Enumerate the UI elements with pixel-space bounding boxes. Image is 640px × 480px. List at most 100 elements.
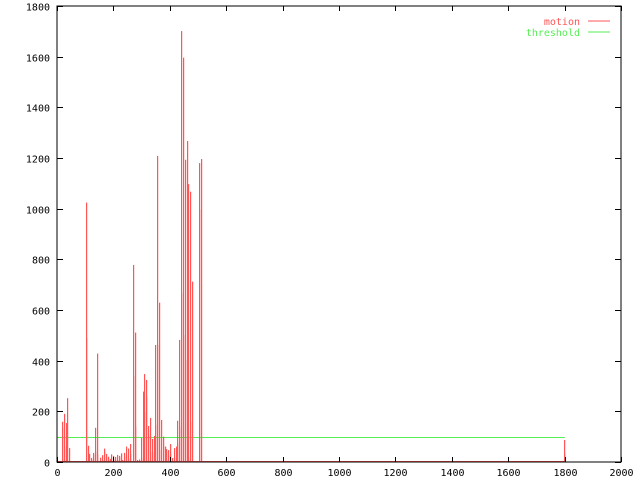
motion-impulse bbox=[192, 281, 194, 462]
legend-label-motion: motion bbox=[544, 17, 580, 28]
y-tick-label: 800 bbox=[32, 256, 50, 267]
motion-impulse bbox=[154, 435, 156, 462]
motion-impulse bbox=[64, 446, 66, 462]
x-tick-label: 600 bbox=[217, 468, 235, 479]
motion-impulse bbox=[91, 459, 93, 462]
motion-impulse bbox=[159, 450, 161, 462]
motion-impulse bbox=[177, 420, 179, 462]
plot-frame bbox=[56, 5, 622, 463]
motion-impulse bbox=[168, 450, 170, 462]
motion-impulse bbox=[157, 344, 159, 462]
motion-impulse bbox=[187, 141, 189, 462]
motion-impulse bbox=[172, 457, 174, 462]
y-tick-label: 600 bbox=[32, 307, 50, 318]
motion-impulse bbox=[67, 398, 69, 462]
y-tick-label: 1000 bbox=[26, 206, 50, 217]
motion-impulse bbox=[150, 417, 152, 462]
motion-impulse bbox=[170, 444, 172, 462]
motion-impulse bbox=[69, 448, 71, 462]
x-tick-label: 0 bbox=[54, 468, 60, 479]
y-tick-labels: 0 200 400 600 800 1000 1200 1400 1600 1800 bbox=[26, 3, 50, 470]
motion-impulse bbox=[166, 449, 168, 462]
x-tick-labels: 0 200 400 600 800 1000 1200 1400 1600 1800 2000 bbox=[54, 468, 633, 479]
motion-impulse bbox=[130, 444, 132, 462]
motion-impulse bbox=[185, 159, 187, 463]
motion-impulse bbox=[146, 397, 148, 462]
motion-impulse bbox=[188, 456, 190, 462]
x-tick-label: 1400 bbox=[440, 468, 464, 479]
motion-impulse bbox=[179, 339, 181, 462]
motion-impulse bbox=[86, 202, 88, 462]
motion-impulse bbox=[95, 427, 97, 462]
x-tick-label: 200 bbox=[104, 468, 122, 479]
y-tick-label: 1600 bbox=[26, 54, 50, 65]
y-tick-label: 400 bbox=[32, 358, 50, 369]
motion-impulse bbox=[102, 459, 104, 462]
motion-impulse bbox=[161, 419, 163, 462]
y-tick-label: 200 bbox=[32, 408, 50, 419]
motion-impulse bbox=[111, 454, 113, 462]
motion-impulse bbox=[159, 302, 161, 462]
motion-impulse bbox=[564, 453, 566, 462]
motion-impulse bbox=[150, 452, 152, 462]
motion-impulse bbox=[135, 426, 137, 462]
motion-impulse bbox=[190, 191, 192, 462]
motion-impulse bbox=[155, 344, 157, 462]
motion-impulse bbox=[183, 57, 185, 463]
axis-ticks bbox=[57, 6, 622, 463]
motion-impulse bbox=[88, 445, 90, 462]
motion-impulse bbox=[199, 209, 201, 462]
motion-impulse bbox=[124, 452, 126, 462]
motion-impulse bbox=[148, 426, 150, 462]
motion-impulse bbox=[119, 455, 121, 462]
motion-impulse bbox=[141, 437, 143, 462]
motion-impulse bbox=[172, 460, 174, 462]
plot-marks bbox=[57, 31, 566, 463]
motion-impulse bbox=[66, 422, 68, 462]
motion-impulse bbox=[152, 438, 154, 462]
motion-impulse bbox=[139, 460, 141, 462]
motion-impulse bbox=[122, 459, 124, 462]
legend-label-threshold: threshold bbox=[526, 28, 580, 39]
motion-impulse bbox=[143, 391, 145, 462]
motion-impulse bbox=[137, 459, 139, 462]
motion-impulse bbox=[117, 454, 119, 462]
motion-impulse bbox=[86, 338, 88, 462]
motion-impulse bbox=[110, 458, 112, 462]
x-tick-label: 1200 bbox=[383, 468, 407, 479]
motion-impulse bbox=[181, 31, 183, 463]
motion-impulse bbox=[88, 453, 90, 462]
x-tick-label: 1800 bbox=[553, 468, 577, 479]
motion-impulse bbox=[128, 458, 130, 462]
motion-impulse bbox=[102, 455, 104, 462]
y-tick-label: 1200 bbox=[26, 155, 50, 166]
motion-impulse bbox=[97, 454, 99, 462]
motion-impulse bbox=[97, 353, 99, 462]
motion-impulse bbox=[157, 155, 159, 462]
motion-impulse bbox=[117, 459, 119, 462]
motion-impulse bbox=[106, 456, 108, 462]
motion-impulse bbox=[104, 451, 106, 462]
motion-impulse bbox=[128, 448, 130, 462]
motion-impulse bbox=[163, 446, 165, 462]
legend: motion threshold bbox=[526, 17, 610, 39]
motion-impulse bbox=[115, 456, 117, 462]
motion-impulse bbox=[165, 446, 167, 462]
x-tick-label: 400 bbox=[161, 468, 179, 479]
motion-impulse bbox=[135, 332, 137, 462]
motion-impulse bbox=[64, 413, 66, 462]
motion-impulse bbox=[62, 428, 64, 462]
motion-impulse bbox=[133, 264, 135, 462]
x-tick-label: 1000 bbox=[327, 468, 351, 479]
motion-impulse bbox=[201, 159, 203, 462]
motion-impulse bbox=[121, 453, 123, 462]
y-tick-label: 0 bbox=[44, 459, 50, 470]
motion-impulse bbox=[99, 460, 101, 462]
motion-impulse bbox=[177, 442, 179, 462]
motion-impulse bbox=[100, 457, 102, 462]
motion-impulse bbox=[93, 452, 95, 462]
motion-impulse bbox=[144, 411, 146, 462]
motion-impulse bbox=[188, 184, 190, 463]
